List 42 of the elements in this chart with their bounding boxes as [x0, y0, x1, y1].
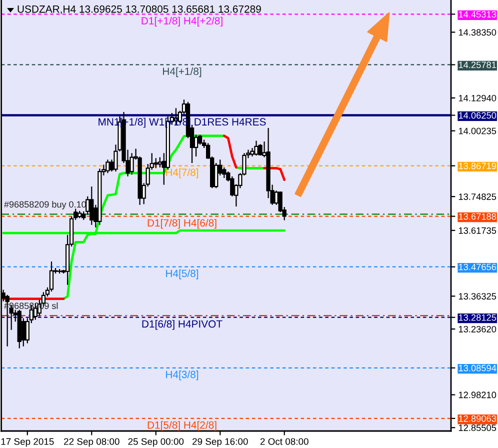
candlestick: [57, 268, 62, 274]
ref-line-label: D1[5/8] H4[2/8]: [148, 421, 216, 431]
y-tick-label: 12.89063: [458, 415, 496, 422]
y-tick-label: 13.23620: [458, 326, 496, 332]
y-tick-label: 13.08594: [458, 364, 496, 372]
y-tick-label: 14.06250: [458, 112, 496, 119]
candlestick: [78, 210, 82, 219]
ref-line-label: H4[3/8]: [166, 370, 198, 380]
ref-line-label: D1[6/8] H4PIVOT: [142, 320, 222, 330]
candlestick: [49, 260, 54, 292]
ref-line-label: D1[7/8] H4[6/8]: [148, 218, 216, 229]
ref-line-label: H4[7/8]: [166, 168, 198, 178]
candlestick: [130, 152, 134, 176]
y-tick-label: 14.25781: [458, 62, 496, 68]
y-tick-label: 12.85505: [458, 424, 496, 432]
candlestick: [90, 186, 94, 226]
y-tick-label: 14.00235: [458, 128, 496, 134]
candlestick: [98, 168, 102, 226]
x-tick-label: 29 Sep 16:00: [192, 438, 248, 447]
y-tick-label: 13.67188: [458, 213, 496, 220]
x-tick-label: 2 Oct 08:00: [260, 438, 308, 445]
x-tick-label: 17 Sep 2015: [1, 438, 54, 447]
candlestick: [254, 140, 258, 156]
y-tick-label: 13.74825: [458, 193, 496, 200]
y-tick-label: 14.45313: [458, 11, 496, 18]
y-tick-label: 14.38350: [458, 29, 496, 36]
ref-line-label: D1[+1/8] H4[+2/8]: [142, 16, 222, 27]
y-tick-label: 13.61735: [458, 227, 496, 234]
ref-line-label: H4[5/8]: [166, 269, 198, 280]
x-tick-label: 25 Sep 00:00: [128, 438, 184, 447]
y-tick-label: 13.47656: [458, 264, 496, 270]
chart-title: USDZAR,H4 13.69625 13.70805 13.65681 13.67289: [18, 5, 261, 14]
y-tick-label: 13.36325: [458, 293, 496, 300]
y-tick-label: 13.28125: [458, 314, 496, 321]
candlestick: [106, 159, 110, 174]
candlestick: [17, 309, 22, 349]
candlestick: [258, 144, 262, 156]
y-tick-label: 14.12940: [458, 94, 496, 102]
y-tick-label: 13.86719: [458, 162, 496, 170]
x-tick-label: 22 Sep 08:00: [64, 438, 120, 447]
ref-line-label: H4[+1/8]: [163, 67, 202, 78]
y-tick-label: 12.98210: [458, 392, 496, 398]
